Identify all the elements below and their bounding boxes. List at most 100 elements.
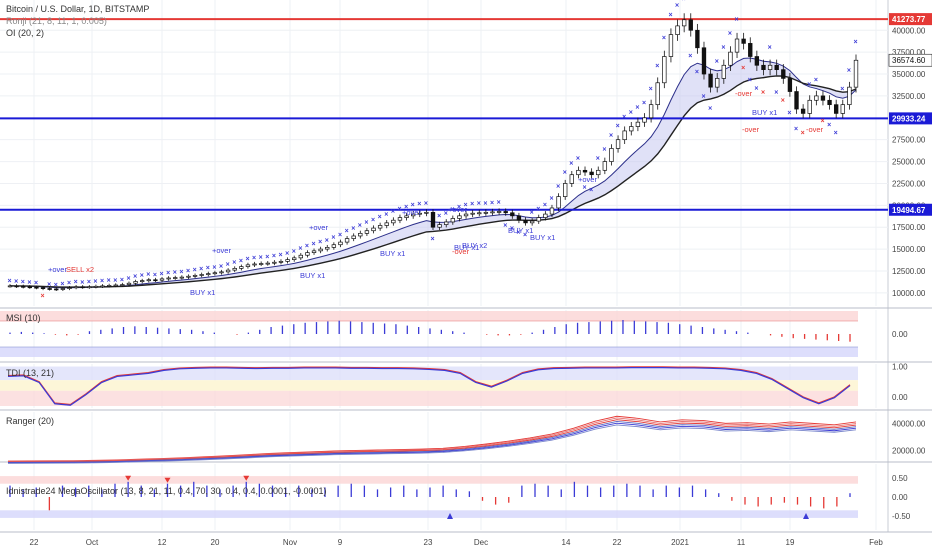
candle-body	[794, 91, 799, 110]
tdi-pane[interactable]: 1.00 0.00	[0, 363, 908, 406]
candle-body	[27, 286, 33, 289]
stop-marker: ×	[516, 229, 520, 236]
stop-marker: ×	[179, 269, 183, 276]
stop-marker: ×	[325, 237, 329, 244]
candle-body	[106, 285, 112, 287]
candle-body	[225, 269, 231, 273]
moving-average-lines	[9, 57, 857, 289]
candle-body	[285, 259, 290, 262]
candle-body	[417, 212, 422, 215]
candle-body	[853, 59, 859, 88]
stop-marker: ×	[774, 89, 778, 96]
candle-body	[496, 211, 502, 213]
price-tick-label: 27500.00	[892, 136, 926, 145]
price-tick-label: 40000.00	[892, 26, 926, 35]
candle-body	[278, 261, 284, 263]
stop-marker: ×	[602, 146, 606, 153]
ranger-band-line	[7, 424, 857, 464]
price-tick-label: 32500.00	[892, 92, 926, 101]
stop-marker: ×	[457, 204, 461, 211]
stop-marker: ×	[787, 110, 791, 117]
tdi-upper-band	[0, 366, 858, 381]
stop-marker: ×	[212, 264, 216, 271]
stop-marker: ×	[364, 220, 368, 227]
candle-body	[146, 279, 151, 282]
price-tick-label: 12500.00	[892, 267, 926, 276]
signal-annotation: BUY x1	[752, 108, 777, 117]
ranger-title: Ranger (20)	[6, 416, 54, 426]
time-tick-label: Nov	[283, 538, 297, 547]
candle-body	[820, 95, 826, 101]
megaoscillator-pane[interactable]: 0.50 0.00 -0.50	[0, 474, 911, 521]
ranger-band-line	[7, 422, 857, 464]
time-axis[interactable]: 22 Oct 12 20 Nov 9 23 Dec 14 22 2021 11 19 Feb	[30, 538, 884, 547]
candle-body	[761, 64, 766, 71]
signal-annotation: +over	[212, 246, 231, 255]
ranger-pane[interactable]: 40000.00 20000.00	[7, 415, 926, 464]
price-axis[interactable]	[888, 0, 932, 550]
stop-marker: ×	[265, 254, 269, 261]
stop-marker: ×	[160, 271, 164, 278]
candle-body	[629, 126, 634, 132]
symbol-title: Bitcoin / U.S. Dollar, 1D, BITSTAMP	[6, 4, 149, 14]
stop-marker: ×	[21, 279, 25, 286]
candle-body	[265, 262, 270, 265]
candle-body	[701, 47, 707, 75]
candle-body	[331, 244, 337, 248]
mega-tick-label: 0.50	[892, 474, 908, 483]
stop-marker: ×	[404, 204, 408, 211]
level-tag-label: 41273.77	[892, 15, 926, 24]
stop-marker: ×	[642, 100, 646, 107]
price-tick-label: 10000.00	[892, 289, 926, 298]
stop-marker: ×	[107, 278, 111, 285]
candle-body	[73, 286, 79, 289]
mega-tick-label: -0.50	[892, 512, 911, 521]
candle-body	[741, 38, 746, 44]
stop-marker: ×	[840, 86, 844, 93]
stop-marker: ×	[417, 201, 421, 208]
stop-marker: ×	[80, 280, 84, 287]
megaoscillator-title: Idnistrade24 MegaOscillator (13, 8, 21, …	[6, 486, 327, 496]
msi-tick-label: 0.00	[892, 330, 908, 339]
candle-body	[298, 254, 303, 259]
stop-marker: ×	[662, 35, 666, 42]
stop-marker: ×	[60, 281, 64, 288]
price-pane[interactable]: × × × × ××× × × × × × × × × × × × × × × × × × × × × × × × × × × × × × × × × ×…	[0, 0, 932, 300]
stop-marker: ×	[87, 279, 91, 286]
candle-body	[377, 225, 383, 229]
signal-annotation: +over	[578, 175, 597, 184]
stop-marker: ×	[437, 213, 441, 220]
stop-marker: ×	[126, 275, 130, 282]
candle-body	[159, 278, 165, 281]
time-tick-label: 20	[211, 538, 220, 547]
stop-marker: ×	[186, 268, 190, 275]
msi-pane[interactable]: 0.00	[0, 311, 908, 357]
stop-marker: ×	[490, 200, 494, 207]
stop-marker: ×	[371, 217, 375, 224]
candle-body	[21, 285, 26, 288]
signal-annotation: SELL x2	[66, 265, 94, 274]
candle-body	[721, 64, 726, 79]
stop-marker: ×	[305, 243, 309, 250]
stop-marker: ×	[232, 260, 236, 267]
msi-upper-band	[0, 311, 858, 321]
candle-body	[609, 148, 614, 162]
time-tick-label: 12	[158, 538, 167, 547]
stop-marker: ×	[133, 274, 137, 281]
stop-marker: ×	[345, 228, 349, 235]
mega-sell-triangle	[125, 475, 132, 481]
msi-lower-band	[0, 347, 858, 357]
price-tick-label: 37500.00	[892, 48, 926, 57]
candle-body	[430, 211, 436, 228]
stop-marker: ×	[854, 39, 858, 46]
stop-marker: ×	[444, 210, 448, 217]
stop-marker: ×	[728, 30, 732, 37]
signal-annotation: BUY x1	[300, 271, 325, 280]
stop-marker: ×	[298, 246, 302, 253]
candle-body	[258, 263, 264, 265]
candle-body	[529, 220, 535, 224]
candle-body	[206, 273, 211, 275]
candle-body	[133, 281, 138, 284]
